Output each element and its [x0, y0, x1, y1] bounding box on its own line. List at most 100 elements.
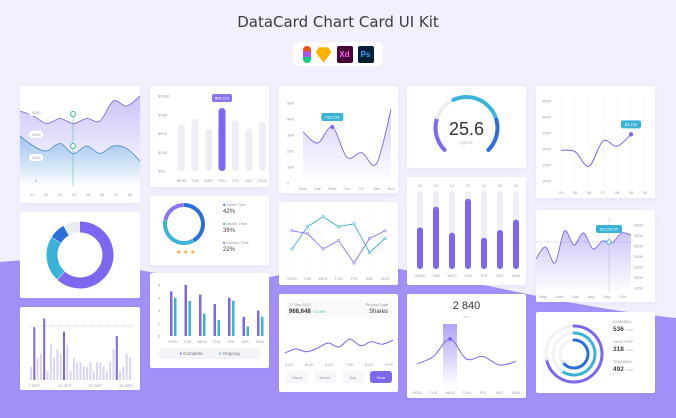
x-tick-label: 08	[128, 192, 133, 197]
y-tick-label: 1000	[634, 286, 644, 291]
y-tick-pill	[29, 154, 43, 161]
area-week-card: 50K 40K 30K 20K 10K 0 +$3,233 Mon Tue Wed Thu Fri Sa…	[279, 86, 398, 193]
day-button[interactable]: Day	[342, 371, 364, 383]
donut-segment	[163, 220, 195, 245]
bar	[99, 362, 102, 380]
y-tick-label: 2500	[542, 131, 552, 136]
ring-knob	[561, 360, 564, 364]
bar	[119, 371, 122, 380]
rings-card: DUMBBELL 536 Kcal HAND GRIP 318 Kcal TREADMI…	[536, 312, 655, 393]
donut-segment	[63, 221, 80, 236]
y-tick-label: 2500	[634, 254, 644, 259]
x-tick-label: 14 SEP	[58, 383, 72, 388]
bar	[257, 310, 260, 336]
grouped-bars-card: 8 6 4 2 0 MON TUE WED THU FRI SAT SUN ● Complete ● …	[150, 273, 269, 368]
y-tick-label: 8	[158, 283, 161, 288]
y-tick-label: 3500	[542, 99, 552, 104]
tooltip	[596, 225, 622, 233]
ring-progress	[560, 331, 597, 377]
legend-label: ■ Active Time	[223, 203, 246, 207]
donut-segment	[57, 221, 114, 289]
yearly-button[interactable]: Yearly	[286, 371, 308, 383]
bar	[417, 227, 423, 269]
bar	[261, 316, 264, 336]
x-tick-label: SAT	[242, 339, 250, 344]
area-fill	[303, 109, 391, 183]
data-point	[290, 229, 294, 233]
x-tick-label: FRI	[480, 390, 486, 395]
ring-label: DUMBBELL	[613, 320, 633, 324]
x-tick-label: 9:00	[385, 362, 394, 367]
ring-progress	[561, 338, 590, 370]
y-tick-label: $100K	[158, 94, 170, 99]
bar	[218, 108, 226, 171]
x-tick-label: 26	[587, 190, 592, 195]
bar	[184, 285, 187, 336]
legend-value: 22%	[223, 247, 236, 253]
bar	[89, 362, 92, 380]
donut-segment	[183, 203, 205, 243]
data-point	[321, 215, 325, 219]
bar	[69, 371, 72, 380]
x-tick-label: 7:00	[345, 362, 354, 367]
data-point	[383, 229, 387, 233]
x-tick-label: Mon	[299, 186, 307, 191]
y-tick-label: $25K	[158, 150, 168, 155]
y-tick-label: 3000	[542, 115, 552, 120]
y-tick-label: 2000	[634, 265, 644, 270]
shares-change: +10.5%	[312, 310, 326, 314]
y-tick-label: 1500	[542, 163, 552, 168]
gauge-value: 25.6	[448, 119, 485, 139]
donut-large-card	[20, 212, 140, 298]
x-tick-label: 24	[434, 183, 439, 188]
tooltip-text: $84,114	[215, 96, 230, 101]
month-button[interactable]: Month	[314, 371, 336, 383]
bar	[465, 198, 471, 269]
hour-button[interactable]: Hour	[370, 371, 392, 383]
y-tick-label: 10K	[287, 165, 294, 170]
bar	[513, 219, 519, 269]
product-type-label: Product Type	[365, 303, 388, 307]
purple-line	[20, 95, 140, 124]
x-tick-label: SAT	[366, 276, 374, 281]
bar	[82, 366, 85, 380]
x-tick-label: May	[539, 294, 547, 299]
weekly-bars-card: $100K $75K $50K $25K $0K $84,114 MON TUE WED THU F…	[150, 86, 269, 187]
x-tick-label: June	[555, 294, 564, 299]
bar	[30, 366, 32, 380]
ring-label: TREADMILL	[613, 360, 634, 364]
tool-icons: Xd Ps	[293, 42, 383, 66]
shares-card: 4:00 5:00 6:00 7:00 8:00 9:00 17 Sep 2020 968…	[279, 294, 398, 392]
x-tick-label: Aug	[587, 294, 594, 299]
donut-segment	[46, 237, 65, 280]
bar	[174, 297, 177, 336]
bar	[191, 118, 199, 171]
header-panel	[285, 299, 392, 319]
x-tick-label: THU	[212, 339, 220, 344]
area-months-card: $3,210.97 4000 3500 3000 2500 2000 1500 1000 May…	[536, 210, 655, 302]
bar	[79, 362, 82, 380]
x-tick-label: 25	[573, 190, 578, 195]
x-tick-label: FRI	[351, 276, 357, 281]
shares-date: 17 Sep 2020	[289, 303, 311, 307]
y-tick-label: 30K	[287, 133, 294, 138]
bar	[217, 320, 220, 336]
y-tick-label: 0	[158, 334, 161, 339]
tooltip	[321, 113, 344, 121]
x-tick-label: WED	[204, 178, 213, 183]
x-tick-label: 5:00	[305, 362, 314, 367]
data-point	[305, 225, 309, 229]
x-tick-label: THU	[464, 273, 472, 278]
rating-stars: ★ ★ ★	[176, 250, 196, 256]
bar	[449, 232, 455, 269]
legend-item: ■ Inactive Time 22%	[223, 241, 249, 253]
y-tick-label: 2	[158, 321, 161, 326]
legend-value: 42%	[223, 209, 236, 215]
x-tick-label: Wed	[328, 186, 336, 191]
x-tick-label: 8:00	[365, 362, 374, 367]
wave-lines-card: 3000 2000 1000 0 01 02 03 04 05 06 07 08	[20, 86, 140, 203]
bar	[53, 358, 56, 380]
bar	[203, 313, 206, 336]
bar	[115, 336, 118, 380]
calories-unit: kcal	[463, 315, 470, 319]
